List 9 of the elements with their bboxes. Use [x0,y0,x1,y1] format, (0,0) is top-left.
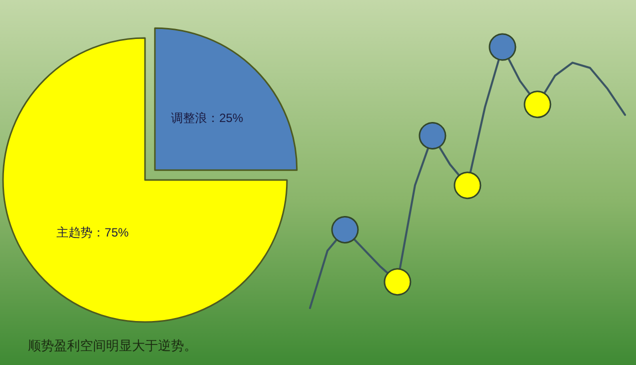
point [331,216,359,244]
slice-label: 主趋势：75% [56,225,130,240]
point [384,268,412,296]
point [524,90,552,118]
text: 顺势盈利空间明显大于逆势。 [28,339,197,354]
slice-label: 调整浪：25% [171,110,244,125]
point [454,172,482,200]
point [488,33,516,61]
point [418,122,446,150]
